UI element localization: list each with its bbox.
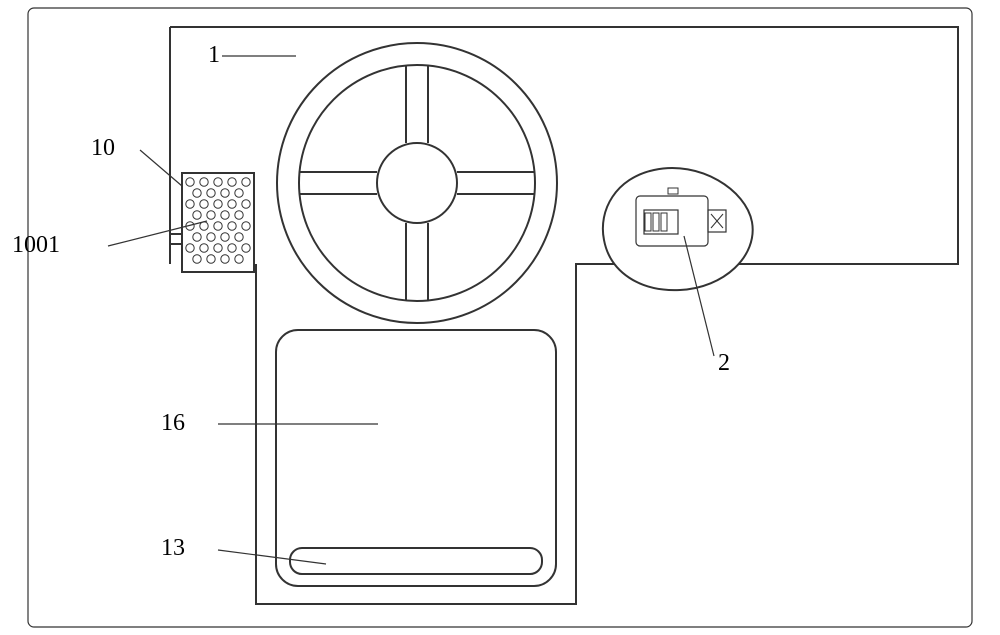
grille-hole — [200, 244, 208, 252]
grille-hole — [214, 178, 222, 186]
label-l16: 16 — [161, 410, 185, 436]
label-l1001: 1001 — [12, 232, 60, 258]
grille-hole — [214, 244, 222, 252]
grille-hole — [186, 178, 194, 186]
panel-13-bar — [290, 548, 542, 574]
grille-hole — [235, 211, 243, 219]
grille-hole — [207, 211, 215, 219]
grille-hole — [193, 189, 201, 197]
grille-hole — [221, 233, 229, 241]
grille-tab — [170, 234, 182, 244]
leader-l1001 — [108, 221, 207, 246]
grille-hole — [235, 233, 243, 241]
grille-hole — [228, 222, 236, 230]
grille-hole — [200, 200, 208, 208]
grille-hole — [242, 200, 250, 208]
label-l2: 2 — [718, 350, 730, 376]
grille-hole — [193, 255, 201, 263]
grille-hole — [242, 222, 250, 230]
grille-hole — [207, 189, 215, 197]
grille-hole — [200, 178, 208, 186]
grille-hole — [186, 200, 194, 208]
grille-holes — [186, 178, 250, 263]
label-l13: 13 — [161, 535, 185, 561]
grille-hole — [214, 200, 222, 208]
grille-hole — [228, 178, 236, 186]
grille-hole — [207, 255, 215, 263]
label-l1: 1 — [208, 42, 220, 68]
grille-hole — [242, 244, 250, 252]
device-body-outline — [170, 27, 958, 604]
wheel-hub-circle — [377, 143, 457, 223]
wheel-inner-circle — [299, 65, 535, 301]
grille-hole — [242, 178, 250, 186]
leader-l10 — [140, 150, 182, 186]
grille-hole — [228, 244, 236, 252]
grille-hole — [228, 200, 236, 208]
grille-hole — [235, 255, 243, 263]
grille-hole — [221, 189, 229, 197]
grille-hole — [214, 222, 222, 230]
grille-hole — [221, 255, 229, 263]
grille-hole — [186, 244, 194, 252]
wheel-outer-circle — [277, 43, 557, 323]
grille-hole — [221, 211, 229, 219]
leader-l13 — [218, 550, 326, 564]
grille-hole — [193, 211, 201, 219]
grille-hole — [193, 233, 201, 241]
grille-hole — [235, 189, 243, 197]
grille-hole — [207, 233, 215, 241]
label-l10: 10 — [91, 135, 115, 161]
